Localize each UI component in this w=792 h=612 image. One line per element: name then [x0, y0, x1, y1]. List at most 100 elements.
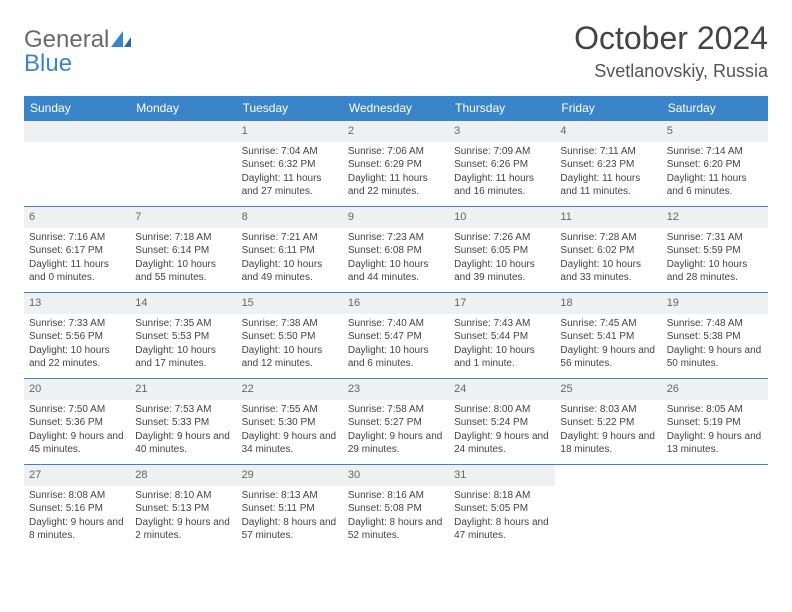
- calendar-day-cell: 27Sunrise: 8:08 AMSunset: 5:16 PMDayligh…: [24, 465, 130, 551]
- sunrise-line: Sunrise: 8:03 AM: [560, 403, 656, 417]
- calendar-day-cell: 22 Sunrise: 7:55 AMSunset: 5:30 PMDayligh…: [237, 379, 343, 465]
- day-details: Sunrise: 7:50 AMSunset: 5:36 PMDaylight:…: [28, 403, 126, 457]
- sunset-line: Sunset: 5:33 PM: [135, 416, 231, 430]
- sunrise-line: Sunrise: 7:40 AM: [348, 317, 444, 331]
- location: Svetlanovskiy, Russia: [574, 61, 768, 82]
- calendar-day-cell: 17Sunrise: 7:43 AMSunset: 5:44 PMDayligh…: [449, 293, 555, 379]
- sunrise-line: Sunrise: 7:50 AM: [29, 403, 125, 417]
- sunrise-line: Sunrise: 7:04 AM: [242, 145, 338, 159]
- daylight-line: Daylight: 11 hours and 11 minutes.: [560, 172, 656, 199]
- sunset-line: Sunset: 5:53 PM: [135, 330, 231, 344]
- sunrise-line: Sunrise: 7:35 AM: [135, 317, 231, 331]
- weekday-header: Tuesday: [237, 96, 343, 121]
- sunrise-line: Sunrise: 8:00 AM: [454, 403, 550, 417]
- sunrise-line: Sunrise: 7:18 AM: [135, 231, 231, 245]
- day-number: 14: [130, 293, 236, 314]
- day-number: 10: [449, 207, 555, 228]
- sunrise-line: Sunrise: 7:06 AM: [348, 145, 444, 159]
- weekday-header: Thursday: [449, 96, 555, 121]
- calendar-day-cell: 6Sunrise: 7:16 AMSunset: 6:17 PMDaylight…: [24, 207, 130, 293]
- day-details: Sunrise: 7:55 AMSunset: 5:30 PMDaylight:…: [241, 403, 339, 457]
- day-number: 24: [449, 379, 555, 400]
- sunset-line: Sunset: 6:32 PM: [242, 158, 338, 172]
- day-number: 12: [662, 207, 768, 228]
- daylight-line: Daylight: 9 hours and 13 minutes.: [667, 430, 763, 457]
- sunrise-line: Sunrise: 8:13 AM: [242, 489, 338, 503]
- day-number: 3: [449, 121, 555, 142]
- calendar-body: 1Sunrise: 7:04 AMSunset: 6:32 PMDaylight…: [24, 121, 768, 551]
- sunrise-line: Sunrise: 7:53 AM: [135, 403, 231, 417]
- calendar-day-cell: 12 Sunrise: 7:31 AMSunset: 5:59 PMDayligh…: [662, 207, 768, 293]
- day-number: 28: [130, 465, 236, 486]
- sunset-line: Sunset: 5:56 PM: [29, 330, 125, 344]
- day-details: Sunrise: 7:53 AMSunset: 5:33 PMDaylight:…: [134, 403, 232, 457]
- sunrise-line: Sunrise: 8:08 AM: [29, 489, 125, 503]
- sunrise-line: Sunrise: 7:28 AM: [560, 231, 656, 245]
- calendar-day-cell: 15 Sunrise: 7:38 AMSunset: 5:50 PMDayligh…: [237, 293, 343, 379]
- daylight-line: Daylight: 8 hours and 47 minutes.: [454, 516, 550, 543]
- calendar-day-cell: 23Sunrise: 7:58 AMSunset: 5:27 PMDayligh…: [343, 379, 449, 465]
- calendar-empty-cell: [555, 465, 661, 551]
- calendar-empty-cell: [662, 465, 768, 551]
- day-details: Sunrise: 7:26 AMSunset: 6:05 PMDaylight:…: [453, 231, 551, 285]
- day-details: Sunrise: 7:31 AMSunset: 5:59 PMDaylight:…: [666, 231, 764, 285]
- day-number: 2: [343, 121, 449, 142]
- daylight-line: Daylight: 9 hours and 8 minutes.: [29, 516, 125, 543]
- day-details: Sunrise: 7:35 AMSunset: 5:53 PMDaylight:…: [134, 317, 232, 371]
- daylight-line: Daylight: 10 hours and 22 minutes.: [29, 344, 125, 371]
- calendar-day-cell: 18Sunrise: 7:45 AMSunset: 5:41 PMDayligh…: [555, 293, 661, 379]
- logo-word-blue: Blue: [24, 50, 72, 78]
- sunset-line: Sunset: 5:08 PM: [348, 502, 444, 516]
- sunset-line: Sunset: 6:08 PM: [348, 244, 444, 258]
- weekday-header: Saturday: [662, 96, 768, 121]
- calendar-header-row: SundayMondayTuesdayWednesdayThursdayFrid…: [24, 96, 768, 121]
- daylight-line: Daylight: 8 hours and 52 minutes.: [348, 516, 444, 543]
- day-details: Sunrise: 7:11 AMSunset: 6:23 PMDaylight:…: [559, 145, 657, 199]
- sunset-line: Sunset: 5:22 PM: [560, 416, 656, 430]
- sunrise-line: Sunrise: 7:26 AM: [454, 231, 550, 245]
- daylight-line: Daylight: 9 hours and 18 minutes.: [560, 430, 656, 457]
- calendar-day-cell: 9Sunrise: 7:23 AMSunset: 6:08 PMDaylight…: [343, 207, 449, 293]
- calendar-day-cell: 31Sunrise: 8:18 AMSunset: 5:05 PMDayligh…: [449, 465, 555, 551]
- sunset-line: Sunset: 6:17 PM: [29, 244, 125, 258]
- sunset-line: Sunset: 6:14 PM: [135, 244, 231, 258]
- day-details: Sunrise: 8:13 AMSunset: 5:11 PMDaylight:…: [241, 489, 339, 543]
- calendar-day-cell: 5Sunrise: 7:14 AMSunset: 6:20 PMDaylight…: [662, 121, 768, 207]
- day-details: Sunrise: 7:48 AMSunset: 5:38 PMDaylight:…: [666, 317, 764, 371]
- day-details: Sunrise: 7:21 AMSunset: 6:11 PMDaylight:…: [241, 231, 339, 285]
- title-block: October 2024 Svetlanovskiy, Russia: [574, 20, 768, 82]
- day-details: Sunrise: 7:38 AMSunset: 5:50 PMDaylight:…: [241, 317, 339, 371]
- daylight-line: Daylight: 11 hours and 22 minutes.: [348, 172, 444, 199]
- daylight-line: Daylight: 10 hours and 49 minutes.: [242, 258, 338, 285]
- daylight-line: Daylight: 9 hours and 2 minutes.: [135, 516, 231, 543]
- sunrise-line: Sunrise: 7:11 AM: [560, 145, 656, 159]
- day-number: 19: [662, 293, 768, 314]
- sunset-line: Sunset: 5:19 PM: [667, 416, 763, 430]
- sunrise-line: Sunrise: 7:09 AM: [454, 145, 550, 159]
- sunrise-line: Sunrise: 7:23 AM: [348, 231, 444, 245]
- sunset-line: Sunset: 5:36 PM: [29, 416, 125, 430]
- sunrise-line: Sunrise: 7:38 AM: [242, 317, 338, 331]
- day-details: Sunrise: 7:06 AMSunset: 6:29 PMDaylight:…: [347, 145, 445, 199]
- calendar-day-cell: 1Sunrise: 7:04 AMSunset: 6:32 PMDaylight…: [237, 121, 343, 207]
- sunrise-line: Sunrise: 7:43 AM: [454, 317, 550, 331]
- page-title: October 2024: [574, 20, 768, 57]
- day-details: Sunrise: 7:43 AMSunset: 5:44 PMDaylight:…: [453, 317, 551, 371]
- calendar-day-cell: 19 Sunrise: 7:48 AMSunset: 5:38 PMDayligh…: [662, 293, 768, 379]
- day-number: 15: [237, 293, 343, 314]
- calendar-day-cell: 30Sunrise: 8:16 AMSunset: 5:08 PMDayligh…: [343, 465, 449, 551]
- logo-sail-icon: [111, 31, 131, 47]
- daylight-line: Daylight: 9 hours and 24 minutes.: [454, 430, 550, 457]
- sunset-line: Sunset: 6:23 PM: [560, 158, 656, 172]
- calendar-day-cell: 8Sunrise: 7:21 AMSunset: 6:11 PMDaylight…: [237, 207, 343, 293]
- day-details: Sunrise: 8:05 AMSunset: 5:19 PMDaylight:…: [666, 403, 764, 457]
- calendar-day-cell: 14 Sunrise: 7:35 AMSunset: 5:53 PMDayligh…: [130, 293, 236, 379]
- calendar-empty-cell: [24, 121, 130, 207]
- weekday-header: Friday: [555, 96, 661, 121]
- weekday-header: Monday: [130, 96, 236, 121]
- sunrise-line: Sunrise: 8:16 AM: [348, 489, 444, 503]
- day-details: Sunrise: 7:14 AMSunset: 6:20 PMDaylight:…: [666, 145, 764, 199]
- day-details: Sunrise: 7:45 AMSunset: 5:41 PMDaylight:…: [559, 317, 657, 371]
- day-number: 22: [237, 379, 343, 400]
- day-details: Sunrise: 7:09 AMSunset: 6:26 PMDaylight:…: [453, 145, 551, 199]
